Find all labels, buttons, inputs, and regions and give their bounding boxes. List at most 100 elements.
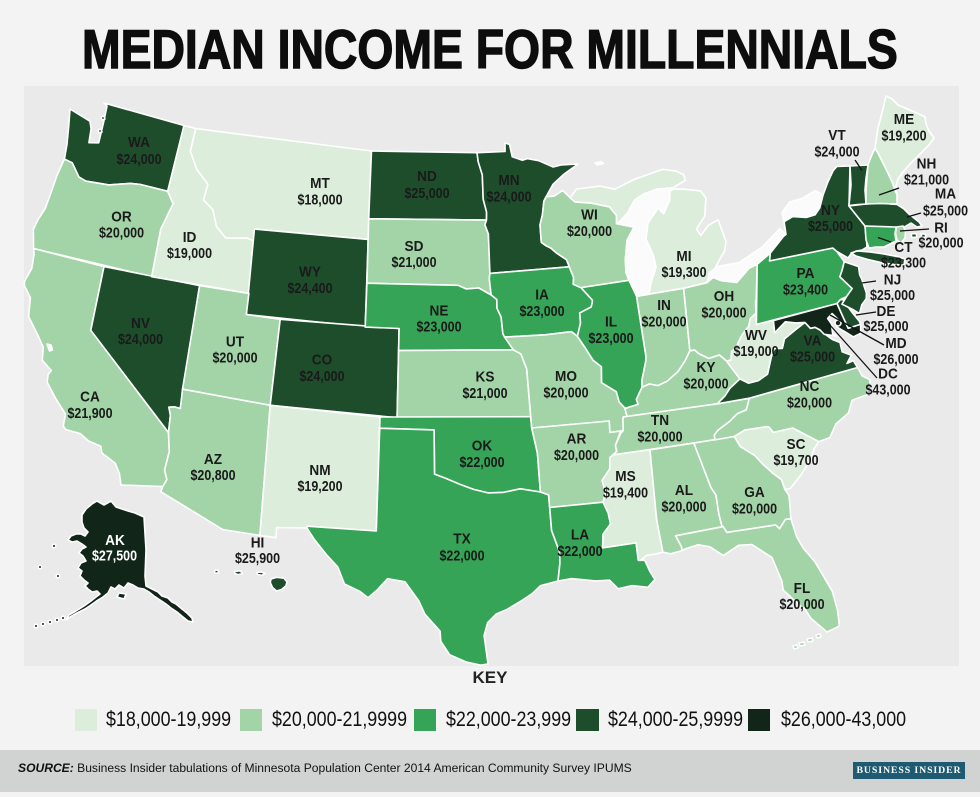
svg-text:$19,200: $19,200 — [297, 478, 342, 494]
svg-text:$22,000: $22,000 — [439, 547, 484, 563]
svg-text:$24,000: $24,000 — [299, 368, 344, 384]
svg-text:$25,000: $25,000 — [923, 202, 968, 218]
svg-text:$21,000: $21,000 — [904, 171, 949, 187]
svg-text:WV: WV — [745, 326, 768, 342]
svg-text:$19,000: $19,000 — [167, 245, 212, 261]
svg-text:$22,000: $22,000 — [459, 454, 504, 470]
svg-text:NE: NE — [430, 302, 449, 318]
svg-text:$20,000: $20,000 — [918, 234, 963, 250]
svg-text:CO: CO — [312, 351, 332, 367]
svg-text:LA: LA — [571, 526, 589, 542]
svg-text:NH: NH — [917, 155, 937, 171]
svg-text:$20,000: $20,000 — [99, 224, 144, 240]
svg-text:$25,000: $25,000 — [870, 287, 915, 303]
svg-text:$20,000: $20,000 — [661, 498, 706, 514]
svg-text:UT: UT — [226, 333, 245, 349]
svg-text:$21,000: $21,000 — [462, 385, 507, 401]
svg-text:IN: IN — [657, 296, 671, 312]
svg-text:ID: ID — [183, 228, 197, 244]
svg-text:NC: NC — [800, 377, 820, 393]
svg-text:NM: NM — [309, 461, 330, 477]
svg-text:AL: AL — [675, 481, 694, 497]
svg-text:$27,500: $27,500 — [92, 547, 137, 563]
svg-text:RI: RI — [934, 219, 948, 235]
svg-text:$24,000: $24,000 — [486, 188, 531, 204]
svg-text:$19,300: $19,300 — [661, 264, 706, 280]
svg-text:WI: WI — [581, 206, 598, 222]
svg-text:$18,000: $18,000 — [297, 191, 342, 207]
svg-text:KS: KS — [476, 368, 495, 384]
svg-text:$23,300: $23,300 — [881, 254, 926, 270]
svg-text:$43,000: $43,000 — [865, 381, 910, 397]
svg-text:SC: SC — [787, 435, 806, 451]
svg-text:$25,000: $25,000 — [404, 185, 449, 201]
svg-text:AK: AK — [105, 531, 125, 547]
svg-text:$20,000: $20,000 — [787, 394, 832, 410]
svg-text:VT: VT — [828, 126, 846, 142]
svg-text:GA: GA — [744, 483, 764, 499]
svg-text:$21,000: $21,000 — [391, 254, 436, 270]
svg-text:TN: TN — [651, 411, 669, 427]
svg-text:NJ: NJ — [884, 271, 901, 287]
svg-text:$20,000: $20,000 — [641, 313, 686, 329]
svg-text:MO: MO — [555, 367, 577, 383]
svg-text:ND: ND — [417, 167, 437, 183]
svg-text:NY: NY — [821, 201, 841, 217]
svg-text:IL: IL — [605, 313, 618, 329]
svg-text:$20,000: $20,000 — [683, 375, 728, 391]
svg-text:MS: MS — [615, 467, 635, 483]
svg-text:OH: OH — [714, 287, 734, 303]
svg-text:PA: PA — [797, 264, 815, 280]
svg-text:$26,000: $26,000 — [873, 351, 918, 367]
svg-text:NV: NV — [131, 314, 151, 330]
svg-text:WA: WA — [128, 133, 150, 149]
svg-text:OK: OK — [472, 437, 493, 453]
svg-text:$20,000: $20,000 — [637, 428, 682, 444]
svg-text:$20,000: $20,000 — [779, 596, 824, 612]
svg-text:DC: DC — [878, 365, 898, 381]
svg-text:MA: MA — [935, 185, 956, 201]
svg-text:DE: DE — [877, 302, 896, 318]
svg-text:$24,000: $24,000 — [814, 143, 859, 159]
svg-text:$25,000: $25,000 — [863, 318, 908, 334]
svg-text:ME: ME — [894, 110, 914, 126]
svg-text:$19,000: $19,000 — [733, 343, 778, 359]
svg-text:TX: TX — [453, 530, 471, 546]
svg-text:$20,000: $20,000 — [701, 304, 746, 320]
svg-text:AZ: AZ — [204, 450, 223, 466]
svg-text:$19,400: $19,400 — [603, 484, 648, 500]
svg-text:$25,000: $25,000 — [790, 348, 835, 364]
svg-text:CT: CT — [894, 238, 913, 254]
svg-text:CA: CA — [80, 388, 100, 404]
svg-text:HI: HI — [251, 534, 265, 550]
svg-text:MT: MT — [310, 174, 330, 190]
svg-text:AR: AR — [567, 430, 587, 446]
svg-text:$25,000: $25,000 — [808, 218, 853, 234]
svg-text:$20,800: $20,800 — [190, 467, 235, 483]
svg-text:$20,000: $20,000 — [543, 384, 588, 400]
svg-text:$21,900: $21,900 — [67, 405, 112, 421]
svg-text:OR: OR — [111, 208, 131, 224]
svg-text:$20,000: $20,000 — [732, 500, 777, 516]
svg-text:$24,000: $24,000 — [116, 151, 161, 167]
svg-text:WY: WY — [299, 263, 322, 279]
svg-text:$20,000: $20,000 — [554, 447, 599, 463]
svg-text:MD: MD — [885, 334, 906, 350]
svg-text:IA: IA — [535, 286, 549, 302]
svg-text:SD: SD — [405, 237, 424, 253]
svg-text:FL: FL — [794, 579, 811, 595]
svg-text:$22,000: $22,000 — [557, 543, 602, 559]
svg-text:MI: MI — [676, 247, 691, 263]
svg-text:$19,700: $19,700 — [773, 452, 818, 468]
svg-text:$23,400: $23,400 — [783, 281, 828, 297]
svg-text:$23,000: $23,000 — [519, 303, 564, 319]
svg-text:$20,000: $20,000 — [567, 223, 612, 239]
svg-text:KY: KY — [697, 358, 717, 374]
svg-text:$25,900: $25,900 — [235, 550, 280, 566]
svg-text:$20,000: $20,000 — [212, 349, 257, 365]
svg-text:$23,000: $23,000 — [588, 330, 633, 346]
svg-text:MN: MN — [498, 171, 519, 187]
svg-text:$19,200: $19,200 — [881, 127, 926, 143]
svg-text:$24,400: $24,400 — [287, 280, 332, 296]
svg-text:VA: VA — [804, 332, 822, 348]
